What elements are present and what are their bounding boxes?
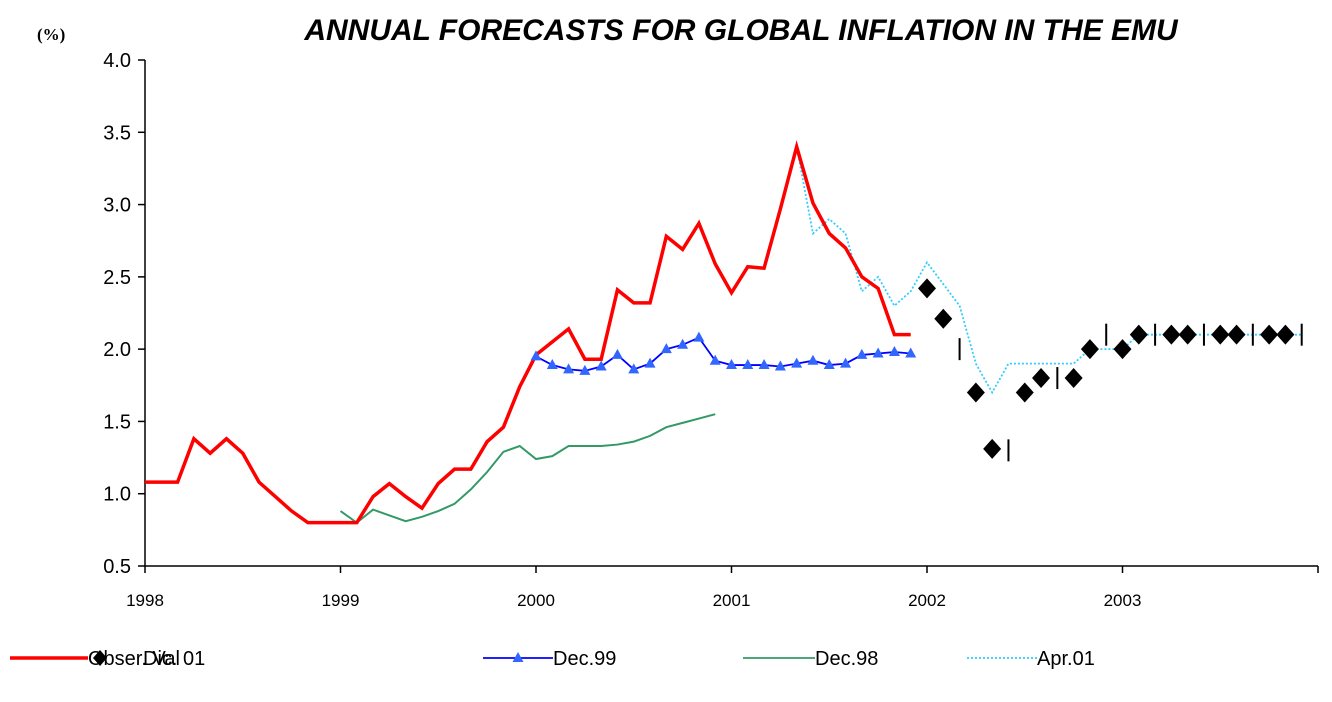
dec99-triangle-marker [709, 354, 721, 365]
y-tick-label: 1.5 [103, 411, 131, 433]
dec99-triangle-marker [546, 359, 558, 370]
dec99-triangle-marker [677, 338, 689, 349]
dic01-diamond-marker [1260, 324, 1279, 345]
series-line-apr01 [795, 146, 1302, 395]
dec99-triangle-marker [611, 348, 623, 359]
y-ticks: 0.5 1.0 1.5 2.0 2.5 3.0 3.5 4.0 [103, 50, 145, 578]
series-line-dec98 [339, 413, 716, 524]
x-tick-label: 2003 [1104, 591, 1142, 610]
y-tick-label: 2.5 [103, 267, 131, 289]
legend-triangle-marker [512, 652, 524, 662]
legend-label: Dec.98 [815, 648, 878, 670]
x-tick-label: 2001 [713, 591, 751, 610]
y-tick-label: 3.0 [103, 195, 131, 217]
unit-label: (%) [37, 25, 65, 44]
dec99-triangle-marker [774, 360, 786, 371]
dec99-triangle-marker [530, 350, 542, 361]
dic01-diamond-marker [918, 278, 936, 299]
legend-label: Dec.99 [553, 648, 616, 670]
dec99-triangle-marker [872, 347, 884, 358]
axes [144, 60, 1318, 567]
y-tick-label: 0.5 [103, 556, 131, 578]
dec99-triangle-marker [579, 364, 591, 375]
legend-label: Dic. 01 [143, 648, 205, 670]
dec99-triangle-marker [758, 359, 770, 370]
dic01-diamond-marker [1032, 368, 1051, 389]
dec99-triangle-marker [742, 359, 754, 370]
dec99-triangle-marker [726, 359, 737, 370]
dic01-diamond-marker [983, 438, 1002, 459]
dec99-triangle-marker [823, 359, 835, 370]
dec99-triangle-marker [791, 357, 803, 368]
series-layer [145, 140, 1303, 525]
chart-title: ANNUAL FORECASTS FOR GLOBAL INFLATION IN… [303, 14, 1179, 47]
dec99-triangle-marker [628, 363, 640, 374]
dic01-diamond-marker [1015, 382, 1034, 403]
dic01-diamond-marker [934, 308, 953, 329]
dec99-triangle-marker [693, 331, 705, 342]
dec99-triangle-marker [660, 343, 672, 354]
y-tick-label: 4.0 [103, 50, 131, 72]
dec99-triangle-marker [888, 346, 900, 357]
dic01-diamond-marker [1080, 339, 1099, 360]
x-ticks: 1998 1999 2000 2001 2002 2003 [126, 566, 1319, 610]
legend-label: Obser. Val [88, 648, 180, 670]
dic01-diamond-marker [1276, 324, 1295, 345]
x-tick-label: 1999 [322, 591, 360, 610]
dec99-triangle-marker [905, 347, 917, 358]
dic01-diamond-marker [1211, 324, 1230, 345]
dec99-triangle-marker [595, 360, 607, 371]
x-tick-label: 2000 [517, 591, 555, 610]
y-tick-label: 2.0 [103, 339, 131, 361]
series-line-obser-val [145, 140, 911, 525]
x-tick-label: 1998 [126, 591, 164, 610]
dic01-diamond-marker [1113, 339, 1132, 360]
dec99-triangle-marker [807, 354, 819, 365]
dec99-triangle-marker [856, 348, 868, 359]
legend-label: Apr.01 [1037, 648, 1095, 670]
dec99-triangle-marker [563, 363, 575, 374]
y-tick-label: 1.0 [103, 484, 131, 506]
series-line-dec99 [535, 336, 911, 372]
dec99-triangle-marker [840, 357, 852, 368]
dic01-diamond-marker [1162, 324, 1181, 345]
y-tick-label: 3.5 [103, 122, 131, 144]
dic01-diamond-marker [1227, 324, 1246, 345]
dec99-triangle-marker [644, 357, 656, 368]
dic01-diamond-marker [966, 382, 985, 403]
legend-diamond-marker [93, 650, 107, 666]
dic01-diamond-marker [1178, 324, 1197, 345]
x-tick-label: 2002 [908, 591, 946, 610]
dic01-diamond-marker [1129, 324, 1148, 345]
dic01-diamond-marker [1064, 368, 1083, 389]
